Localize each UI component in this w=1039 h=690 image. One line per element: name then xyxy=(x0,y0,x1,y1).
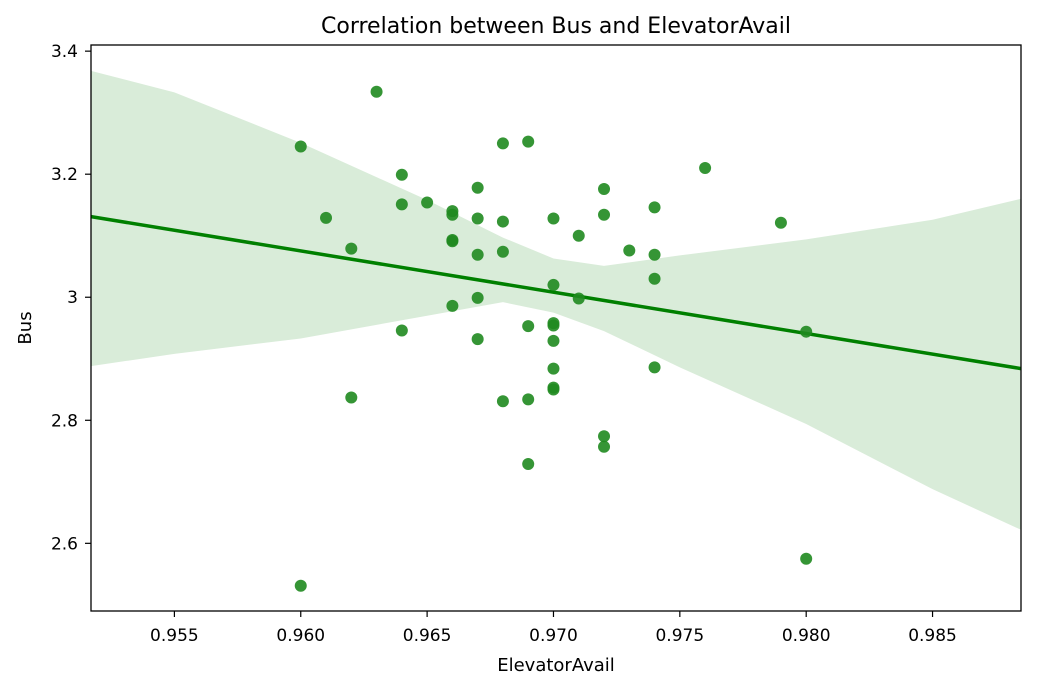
data-point xyxy=(623,244,636,257)
data-point xyxy=(522,457,535,470)
y-tick-label: 3.2 xyxy=(51,165,78,185)
data-point xyxy=(774,216,787,229)
points-layer xyxy=(294,85,813,592)
data-point xyxy=(471,291,484,304)
chart-title: Correlation between Bus and ElevatorAvai… xyxy=(321,14,791,39)
y-tick-label: 2.8 xyxy=(51,411,78,431)
data-point xyxy=(294,140,307,153)
confidence-band-layer xyxy=(91,70,1021,530)
x-tick-label: 0.975 xyxy=(655,626,704,646)
data-point xyxy=(547,319,560,332)
data-point xyxy=(598,182,611,195)
x-tick-label: 0.960 xyxy=(276,626,325,646)
data-point xyxy=(598,440,611,453)
y-tick-label: 3 xyxy=(67,288,78,308)
data-point xyxy=(395,168,408,181)
x-tick-label: 0.955 xyxy=(150,626,199,646)
data-point xyxy=(547,334,560,347)
data-point xyxy=(547,383,560,396)
data-point xyxy=(446,235,459,248)
data-point xyxy=(648,272,661,285)
regression-line xyxy=(90,214,1022,371)
data-point xyxy=(345,242,358,255)
data-point xyxy=(496,245,509,258)
data-point xyxy=(320,211,333,224)
data-point xyxy=(572,229,585,242)
data-point xyxy=(471,248,484,261)
y-tick-label: 2.6 xyxy=(51,534,78,554)
data-point xyxy=(598,430,611,443)
data-point xyxy=(547,278,560,291)
data-point xyxy=(446,299,459,312)
regression-line-layer xyxy=(90,214,1022,371)
data-point xyxy=(572,292,585,305)
y-axis-ticks: 2.6 2.8 3 3.2 3.4 xyxy=(51,42,91,554)
data-point xyxy=(522,393,535,406)
data-point xyxy=(800,552,813,565)
data-point xyxy=(522,320,535,333)
data-point xyxy=(522,135,535,148)
data-point xyxy=(471,333,484,346)
x-tick-label: 0.965 xyxy=(403,626,452,646)
data-point xyxy=(547,362,560,375)
data-point xyxy=(496,395,509,408)
data-point xyxy=(421,196,434,209)
data-point xyxy=(648,248,661,261)
y-axis-label: Bus xyxy=(15,311,36,344)
data-point xyxy=(800,325,813,338)
data-point xyxy=(648,201,661,214)
x-tick-label: 0.970 xyxy=(529,626,578,646)
confidence-band xyxy=(91,70,1021,530)
data-point xyxy=(345,391,358,404)
data-point xyxy=(395,324,408,337)
data-point xyxy=(471,181,484,194)
data-point xyxy=(395,198,408,211)
data-point xyxy=(699,162,712,175)
data-point xyxy=(496,137,509,150)
data-point xyxy=(496,215,509,228)
y-tick-label: 3.4 xyxy=(51,42,78,62)
data-point xyxy=(471,212,484,225)
x-tick-label: 0.985 xyxy=(908,626,957,646)
x-tick-label: 0.980 xyxy=(782,626,831,646)
data-point xyxy=(547,212,560,225)
data-point xyxy=(370,85,383,98)
data-point xyxy=(294,579,307,592)
data-point xyxy=(446,208,459,221)
plot-frame xyxy=(90,44,1022,612)
x-axis-ticks: 0.955 0.960 0.965 0.970 0.975 0.980 0.985 xyxy=(150,611,957,646)
x-axis-label: ElevatorAvail xyxy=(497,655,615,676)
data-point xyxy=(648,361,661,374)
data-point xyxy=(598,208,611,221)
